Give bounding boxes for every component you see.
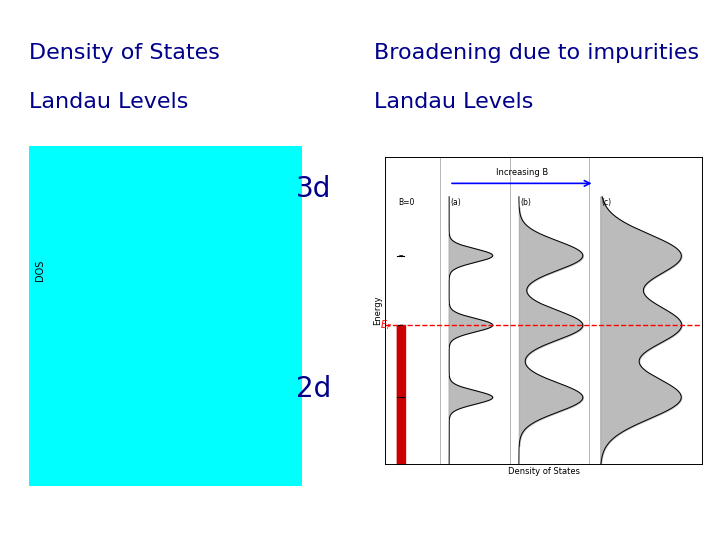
Text: 2d: 2d: [296, 375, 330, 403]
Text: Landau Levels: Landau Levels: [374, 92, 534, 112]
Text: Increasing B: Increasing B: [495, 168, 548, 177]
Text: H≠0: H≠0: [186, 393, 202, 399]
Text: 2D: 2D: [68, 322, 80, 331]
Text: DOS: DOS: [35, 259, 45, 281]
Text: $E_F$: $E_F$: [380, 318, 392, 332]
Text: Broadening due to impurities: Broadening due to impurities: [374, 43, 700, 63]
Text: (a): (a): [451, 198, 462, 207]
FancyBboxPatch shape: [29, 146, 302, 486]
X-axis label: Density of States: Density of States: [508, 467, 580, 476]
Text: 3d: 3d: [295, 175, 331, 203]
Text: (b): (b): [521, 198, 531, 207]
Text: (c): (c): [602, 198, 612, 207]
Y-axis label: Energy: Energy: [374, 296, 382, 325]
Text: Landau Levels: Landau Levels: [29, 92, 188, 112]
Text: 3D: 3D: [68, 160, 80, 169]
Text: H≠0: H≠0: [202, 183, 217, 188]
Text: B=0: B=0: [398, 198, 415, 207]
Text: Density of States: Density of States: [29, 43, 220, 63]
